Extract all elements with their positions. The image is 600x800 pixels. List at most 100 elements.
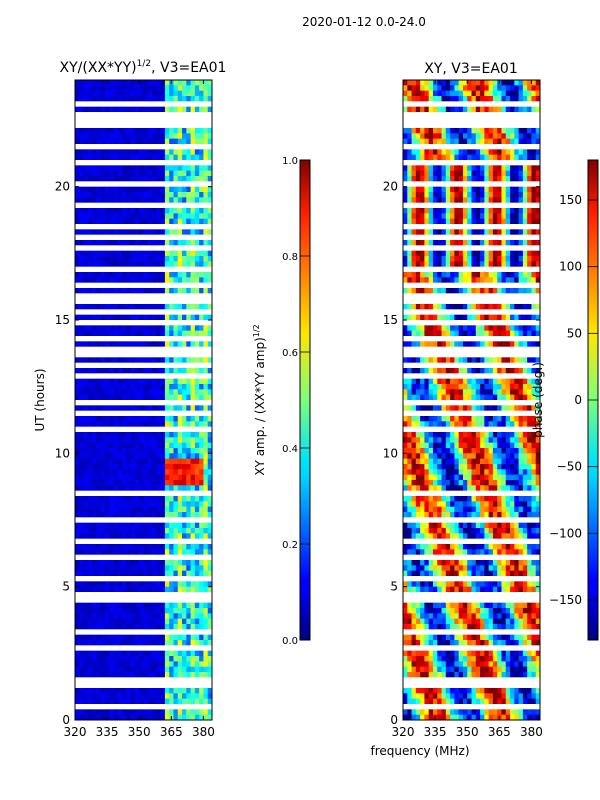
amplitude-cell <box>79 608 84 614</box>
phase-cell <box>505 96 511 102</box>
phase-cell <box>505 229 511 236</box>
phase-cell <box>501 154 507 161</box>
phase-cell <box>458 229 464 236</box>
amplitude-cell <box>92 490 97 497</box>
amplitude-cell <box>100 522 106 529</box>
phase-cell <box>411 245 417 252</box>
phase-cell <box>467 96 472 102</box>
amplitude-cell <box>83 672 89 678</box>
amplitude-cell <box>160 213 166 220</box>
phase-cell <box>458 192 464 198</box>
amplitude-cell <box>134 640 140 646</box>
amplitude-cell <box>164 645 170 652</box>
amplitude-cell <box>79 453 84 460</box>
amplitude-cell <box>130 85 136 92</box>
amplitude-cell <box>130 709 136 716</box>
amplitude-cell <box>117 266 123 273</box>
amplitude-cell <box>100 213 106 220</box>
amplitude-cell <box>169 320 174 326</box>
amplitude-cell <box>122 666 127 673</box>
amplitude-cell <box>186 490 191 497</box>
amplitude-cell <box>177 469 183 476</box>
amplitude-cell <box>83 85 89 92</box>
amplitude-cell <box>194 560 200 566</box>
phase-cell <box>492 202 498 209</box>
phase-cell <box>432 197 438 204</box>
amplitude-cell <box>100 170 106 177</box>
phase-cell <box>535 133 541 140</box>
amplitude-cell <box>199 192 204 198</box>
phase-cell <box>415 176 421 182</box>
amplitude-cell <box>194 624 200 630</box>
phase-cell <box>445 256 451 262</box>
phase-cell <box>518 138 524 145</box>
phase-cell <box>454 90 460 97</box>
phase-cell <box>424 138 430 145</box>
phase-cell <box>462 165 468 172</box>
phase-cell <box>518 133 524 140</box>
phase-cell <box>454 128 460 134</box>
amplitude-cell <box>199 661 204 668</box>
amplitude-cell <box>156 229 162 236</box>
phase-cell <box>531 240 537 246</box>
amplitude-cell <box>182 218 187 225</box>
phase-cell <box>432 245 438 252</box>
phase-cell <box>437 138 442 145</box>
phase-cell <box>424 208 430 214</box>
amplitude-cell <box>143 469 149 476</box>
phase-panel-title: XY, V3=EA01 <box>424 61 518 77</box>
amplitude-cell <box>207 389 213 396</box>
amplitude-cell <box>75 149 80 156</box>
amplitude-cell <box>203 618 209 625</box>
amplitude-cell <box>182 80 187 86</box>
amplitude-cell <box>104 368 110 374</box>
amplitude-cell <box>203 474 209 481</box>
amplitude-cell <box>75 213 80 220</box>
amplitude-cell <box>126 373 132 380</box>
phase-cell <box>437 176 442 182</box>
phase-cell <box>420 224 425 230</box>
amplitude-cell <box>186 298 191 305</box>
amplitude-cell <box>173 224 179 230</box>
amplitude-cell <box>156 122 162 129</box>
amplitude-cell <box>156 384 162 390</box>
phase-cell <box>424 144 430 150</box>
phase-cell <box>497 154 502 161</box>
phase-cell <box>505 186 511 193</box>
amplitude-cell <box>160 261 166 268</box>
amplitude-cell <box>156 277 162 284</box>
phase-cell <box>441 261 447 268</box>
amplitude-cell <box>126 565 132 572</box>
amplitude-cell <box>156 688 162 694</box>
amplitude-cell <box>207 437 213 444</box>
amplitude-cell <box>100 373 106 380</box>
phase-cell <box>415 128 421 134</box>
amplitude-cell <box>92 458 97 465</box>
amplitude-cell <box>152 144 157 150</box>
amplitude-cell <box>182 213 187 220</box>
amplitude-cell <box>130 448 136 454</box>
amplitude-cell <box>139 458 144 465</box>
phase-cell <box>475 106 481 113</box>
phase-cell <box>484 202 490 209</box>
amplitude-cell <box>117 442 123 449</box>
amplitude-cell <box>152 320 157 326</box>
amplitude-cell <box>104 474 110 481</box>
amplitude-cell <box>79 202 84 209</box>
amplitude-cell <box>117 149 123 156</box>
amplitude-cell <box>199 501 204 508</box>
amplitude-cell <box>139 325 144 332</box>
amplitude-cell <box>134 501 140 508</box>
phase-cell <box>415 208 421 214</box>
amplitude-cell <box>139 218 144 225</box>
phase-cell <box>480 213 485 220</box>
phase-cell <box>522 117 528 124</box>
amplitude-cell <box>194 528 200 534</box>
amplitude-cell <box>122 309 127 316</box>
amplitude-cell <box>109 608 114 614</box>
amplitude-cell <box>87 96 93 102</box>
amplitude-cell <box>122 506 127 513</box>
phase-cell <box>501 224 507 230</box>
amplitude-cell <box>96 170 102 177</box>
amplitude-cell <box>130 176 136 182</box>
